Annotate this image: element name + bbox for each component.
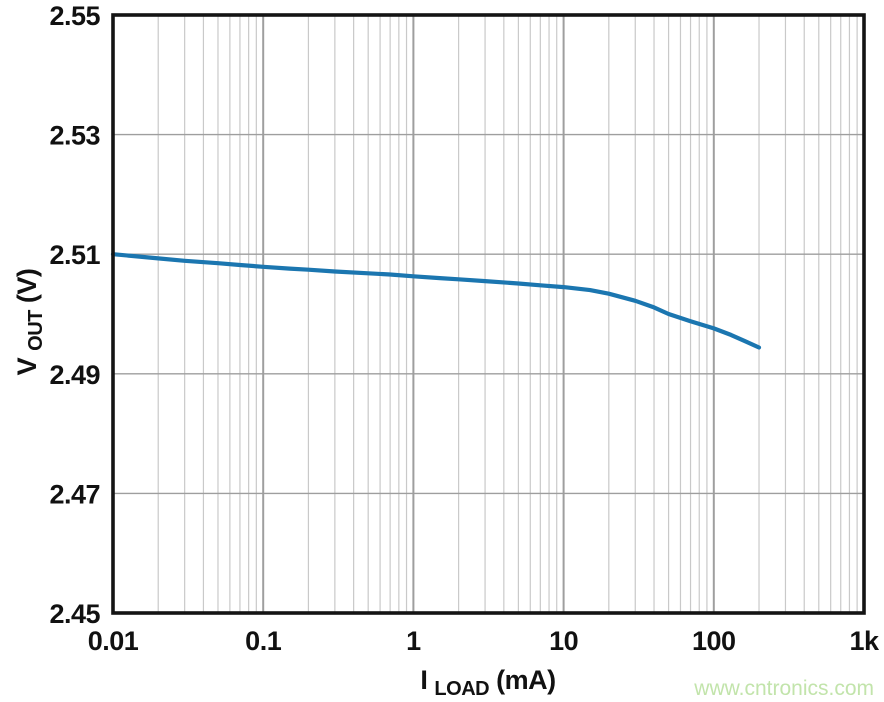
curve-layer bbox=[110, 252, 762, 350]
y-axis-unit: (V) bbox=[12, 269, 42, 304]
y-axis-title: V OUT (V) bbox=[12, 269, 48, 376]
x-axis-symbol: I bbox=[420, 665, 427, 695]
y-tick-label: 2.55 bbox=[49, 1, 100, 31]
x-axis-subscript: LOAD bbox=[434, 678, 489, 700]
y-tick-label: 2.47 bbox=[49, 479, 100, 509]
y-tick-label: 2.49 bbox=[49, 360, 100, 390]
x-axis-title: I LOAD (mA) bbox=[420, 665, 555, 701]
y-tick-label: 2.51 bbox=[49, 240, 100, 270]
y-axis-symbol: V bbox=[12, 357, 42, 375]
x-tick-label: 1 bbox=[406, 626, 421, 656]
x-tick-label: 0.1 bbox=[245, 626, 282, 656]
x-tick-label: 100 bbox=[692, 626, 736, 656]
y-axis-subscript: OUT bbox=[25, 310, 47, 351]
tick-label-layer: 2.45 2.47 2.49 2.51 2.53 2.55 0.01 0.1 1 10 100 1k bbox=[49, 1, 880, 656]
x-tick-label: 10 bbox=[549, 626, 578, 656]
x-tick-label: 1k bbox=[849, 626, 880, 656]
x-axis-unit: (mA) bbox=[496, 665, 556, 695]
x-tick-label: 0.01 bbox=[88, 626, 139, 656]
y-tick-label: 2.45 bbox=[49, 599, 100, 629]
grid-layer bbox=[113, 15, 864, 613]
plot-border bbox=[111, 13, 866, 615]
y-tick-label: 2.53 bbox=[49, 121, 100, 151]
watermark: www.cntronics.com bbox=[693, 677, 874, 700]
vout-curve bbox=[110, 252, 762, 350]
